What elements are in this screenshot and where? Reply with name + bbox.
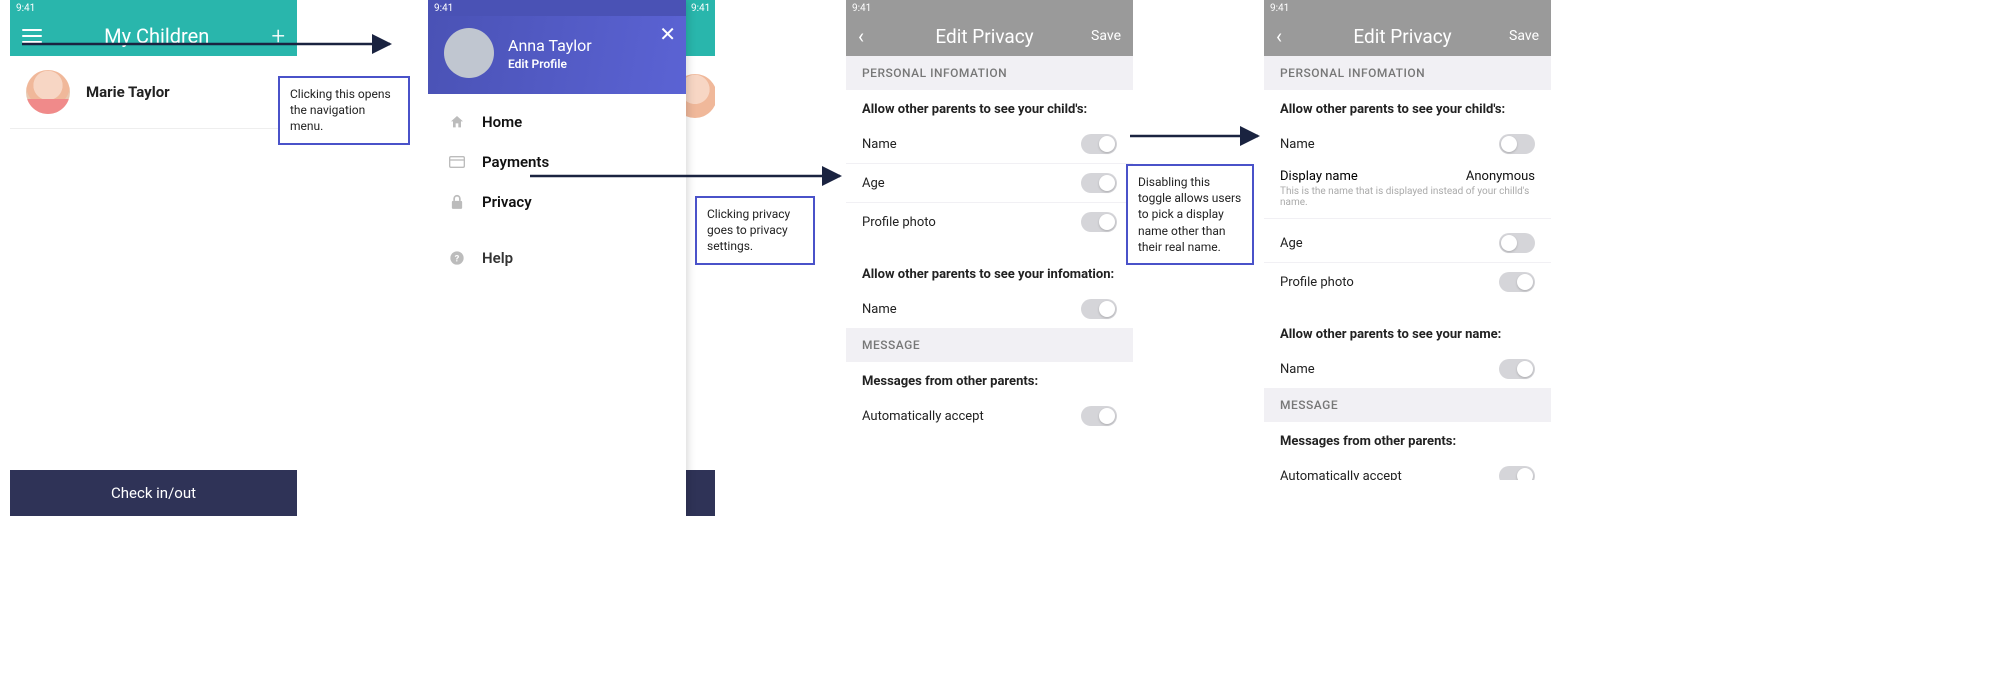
flow-arrows (0, 0, 2007, 680)
